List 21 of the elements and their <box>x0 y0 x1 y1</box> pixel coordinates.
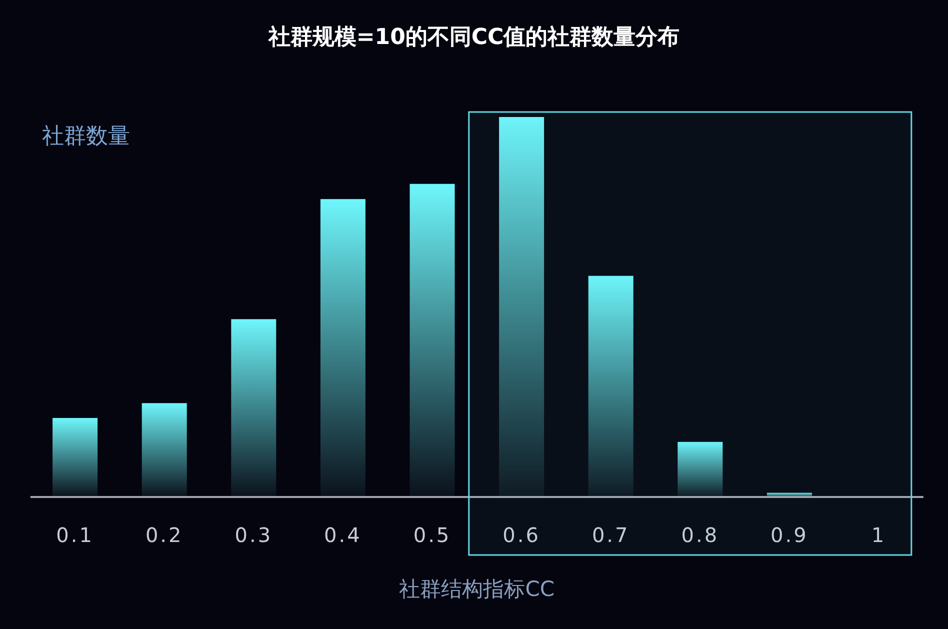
x-tick-label: 0.8 <box>681 523 720 547</box>
bar <box>499 117 544 497</box>
x-tick-label: 0.2 <box>145 523 184 547</box>
bar <box>678 442 723 497</box>
x-tick-label: 0.9 <box>770 523 808 547</box>
bar <box>320 199 366 497</box>
x-tick-label: 0.7 <box>592 523 630 547</box>
x-tick-label: 0.1 <box>56 523 94 547</box>
bar <box>588 276 634 497</box>
bar <box>52 418 98 497</box>
bar <box>231 319 276 497</box>
x-tick-label: 0.3 <box>234 523 273 547</box>
x-tick-label: 0.6 <box>502 523 540 547</box>
bar <box>410 184 455 497</box>
x-tick-label: 0.5 <box>413 523 452 547</box>
y-axis-title: 社群数量 <box>42 124 130 149</box>
chart-title: 社群规模=10的不同CC值的社群数量分布 <box>267 25 680 50</box>
bar <box>142 403 187 497</box>
x-axis-title: 社群结构指标CC <box>399 577 555 601</box>
x-tick-label: 1 <box>871 523 886 547</box>
x-tick-label: 0.4 <box>324 523 362 547</box>
